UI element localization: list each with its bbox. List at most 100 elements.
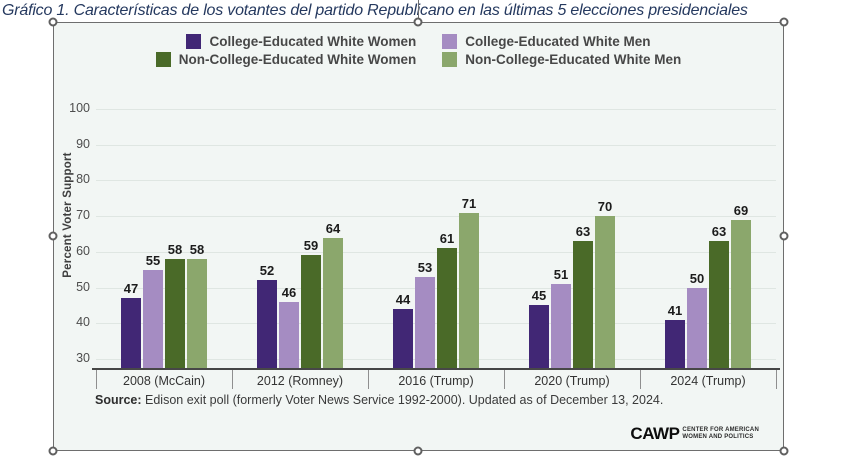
bar-2-cat-4 — [551, 284, 571, 368]
cawp-logo: CAWP CENTER FOR AMERICAN WOMEN AND POLIT… — [630, 424, 759, 444]
x-category-label: 2024 (Trump) — [670, 374, 746, 388]
source-note: Source: Edison exit poll (formerly Voter… — [95, 393, 663, 407]
selection-handle-top-center[interactable] — [413, 17, 423, 27]
x-category-label: 2020 (Trump) — [534, 374, 610, 388]
plot-area: 30 40 50 60 70 80 90 100 2008 (McCain) 47 55 58 58 20… — [54, 23, 785, 452]
bar-2-cat-2 — [279, 301, 299, 368]
bar-3-cat-1 — [165, 259, 185, 368]
gridline-60 — [96, 251, 776, 253]
bar-value-label: 64 — [325, 220, 341, 236]
bar-3-cat-2 — [301, 255, 321, 368]
legend-item: College-Educated White Men — [442, 34, 651, 49]
legend-item: Non-College-Educated White Women — [155, 52, 417, 67]
cawp-logo-wordmark: CAWP — [630, 424, 680, 443]
y-tick-label: 90 — [76, 136, 90, 151]
y-tick-label: 50 — [76, 279, 90, 294]
cawp-logo-tagline-line2: WOMEN AND POLITICS — [682, 434, 754, 440]
selection-rotation-line — [418, 0, 419, 22]
legend-swatch — [155, 52, 171, 67]
source-label: Source: — [95, 393, 142, 407]
bar-value-label: 59 — [303, 238, 319, 254]
selection-handle-middle-left[interactable] — [48, 231, 58, 241]
bar-value-label: 61 — [439, 231, 455, 247]
gridline-30 — [96, 359, 776, 360]
bar-value-label: 46 — [281, 284, 297, 300]
bar-1-cat-2 — [257, 280, 277, 368]
selection-handle-middle-right[interactable] — [779, 231, 789, 241]
y-tick-label: 80 — [76, 172, 90, 187]
bar-value-label: 71 — [461, 195, 477, 211]
bar-2-cat-5 — [687, 287, 707, 368]
bar-1-cat-1 — [121, 298, 141, 368]
bar-value-label: 44 — [395, 292, 411, 307]
gridline-50 — [96, 287, 776, 289]
bar-value-label: 51 — [553, 267, 569, 282]
legend-swatch — [442, 34, 458, 49]
y-tick-label: 30 — [76, 351, 90, 365]
bar-value-label: 70 — [597, 199, 613, 215]
y-tick-label: 40 — [76, 315, 90, 330]
bar-value-label: 63 — [711, 224, 727, 240]
legend-row: College-Educated White Women College-Educ… — [54, 34, 783, 49]
cawp-logo-tagline: CENTER FOR AMERICAN WOMEN AND POLITICS — [682, 427, 759, 442]
bar-4-cat-1 — [187, 259, 207, 368]
legend-item: Non-College-Educated White Men — [442, 52, 681, 67]
y-tick-label: 60 — [76, 243, 90, 258]
chart-legend: College-Educated White Women College-Educ… — [54, 34, 783, 67]
cawp-logo-tagline-line1: CENTER FOR AMERICAN — [682, 426, 759, 433]
bar-1-cat-3 — [393, 309, 413, 368]
bar-value-label: 41 — [667, 302, 683, 318]
y-tick-label: 100 — [69, 101, 90, 115]
bar-4-cat-5 — [731, 219, 751, 368]
y-tick-label: 70 — [76, 208, 90, 223]
selection-handle-top-left[interactable] — [48, 17, 58, 27]
selection-handle-bottom-right[interactable] — [779, 446, 789, 456]
x-category-label: 2008 (McCain) — [123, 374, 205, 388]
selection-handle-top-right[interactable] — [779, 17, 789, 27]
x-category-label: 2012 (Romney) — [256, 374, 344, 388]
bar-3-cat-3 — [437, 248, 457, 368]
gridline-80 — [96, 180, 776, 182]
bar-value-label: 63 — [575, 224, 591, 240]
bar-value-label: 69 — [733, 202, 749, 218]
bar-4-cat-2 — [323, 237, 343, 368]
legend-item-label: College-Educated White Men — [465, 34, 651, 49]
bar-3-cat-5 — [709, 241, 729, 368]
bar-2-cat-3 — [415, 276, 435, 368]
legend-item: College-Educated White Women — [186, 34, 416, 49]
gridline-90 — [96, 144, 776, 146]
bar-value-label: 50 — [689, 270, 705, 286]
bar-value-label: 45 — [531, 288, 547, 304]
bar-value-label: 55 — [145, 252, 161, 268]
bar-value-label: 58 — [167, 242, 183, 257]
selection-handle-bottom-left[interactable] — [48, 446, 58, 456]
bar-2-cat-1 — [143, 269, 163, 368]
x-category-label: 2016 (Trump) — [398, 374, 474, 388]
x-axis-line — [92, 368, 780, 370]
gridline-40 — [96, 323, 776, 325]
bar-4-cat-3 — [459, 212, 479, 368]
chart-image[interactable]: College-Educated White Women College-Educ… — [53, 22, 784, 451]
bar-3-cat-4 — [573, 241, 593, 368]
category-divider — [96, 370, 97, 389]
category-divider — [776, 370, 777, 389]
source-text: Edison exit poll (formerly Voter News Se… — [141, 393, 664, 407]
gridline-100 — [96, 109, 776, 110]
bar-value-label: 53 — [417, 259, 433, 275]
selection-handle-bottom-center[interactable] — [413, 446, 423, 456]
bar-value-label: 58 — [189, 242, 205, 257]
category-divider — [368, 370, 369, 389]
bar-value-label: 52 — [259, 263, 275, 279]
legend-row: Non-College-Educated White Women Non-Coll… — [54, 52, 783, 67]
category-divider — [640, 370, 641, 389]
bar-1-cat-4 — [529, 305, 549, 368]
legend-swatch — [442, 52, 458, 67]
legend-swatch — [186, 34, 202, 49]
document-title: Gráfico 1. Características de los votant… — [2, 2, 748, 19]
category-divider — [232, 370, 233, 389]
gridline-70 — [96, 216, 776, 218]
legend-item-label: Non-College-Educated White Women — [178, 52, 417, 67]
bar-value-label: 47 — [123, 281, 139, 297]
bar-4-cat-4 — [595, 216, 615, 368]
